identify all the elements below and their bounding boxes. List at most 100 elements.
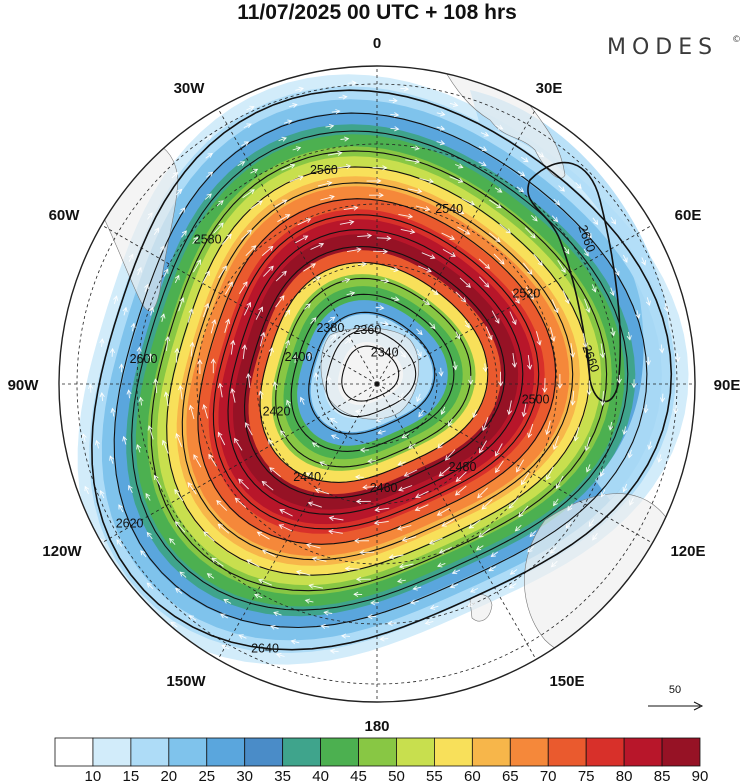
wind-vector xyxy=(438,546,453,554)
wind-vector xyxy=(455,331,461,340)
wind-vector xyxy=(218,265,227,279)
wind-vector xyxy=(449,176,464,183)
wind-vector xyxy=(536,151,545,158)
wind-vector xyxy=(284,309,291,317)
wind-vector xyxy=(238,634,247,639)
wind-vector xyxy=(144,283,149,293)
wind-vector xyxy=(522,262,533,275)
wind-vector xyxy=(210,358,216,374)
wind-vector xyxy=(553,198,561,206)
wind-vector xyxy=(397,461,406,466)
colorbar-tick-70: 70 xyxy=(540,768,557,782)
wind-vector xyxy=(550,560,558,568)
contour-label-2540: 2540 xyxy=(435,202,463,216)
wind-vector xyxy=(558,185,565,192)
wind-vector xyxy=(171,171,179,179)
wind-vector xyxy=(285,339,290,349)
wind-vector xyxy=(449,583,459,589)
wind-vector xyxy=(373,520,389,526)
wind-vector xyxy=(137,266,142,276)
wind-vector xyxy=(219,613,229,619)
wind-vector xyxy=(138,396,144,406)
wind-vector xyxy=(281,163,296,171)
wind-vector xyxy=(429,604,439,610)
parallel-240 xyxy=(136,143,618,625)
wind-vector xyxy=(478,528,491,538)
contour-label-2520: 2520 xyxy=(512,287,540,301)
wind-vector xyxy=(418,265,432,273)
wind-vector xyxy=(584,298,591,313)
wind-vector xyxy=(659,344,665,354)
wind-vector xyxy=(357,233,373,239)
wind-vector xyxy=(478,161,487,167)
wind-vector xyxy=(238,478,250,490)
wind-vector xyxy=(493,253,505,265)
wind-vector xyxy=(400,86,410,92)
wind-vector xyxy=(431,289,439,295)
wind-vector xyxy=(495,124,504,130)
wind-vector xyxy=(588,519,595,527)
wind-vector xyxy=(259,331,266,347)
wind-vector xyxy=(599,343,606,359)
wind-vector xyxy=(118,363,124,373)
wind-vector xyxy=(109,347,116,357)
wind-vector xyxy=(277,214,291,223)
wind-vector xyxy=(280,430,286,438)
wind-vector xyxy=(340,633,350,639)
colorbar-tick-15: 15 xyxy=(123,768,140,782)
wind-vector xyxy=(329,417,338,424)
wind-vector xyxy=(175,432,183,447)
lon-label-90w: 90W xyxy=(8,377,40,394)
wind-vector xyxy=(354,538,369,544)
wind-vector xyxy=(163,391,169,407)
wind-vector xyxy=(217,382,224,398)
wind-vector xyxy=(488,566,497,572)
wind-vector xyxy=(390,126,400,132)
wind-vector xyxy=(570,390,576,406)
colorbar-swatch-15 xyxy=(623,737,663,767)
wind-vector xyxy=(622,483,628,493)
wind-vector xyxy=(468,375,474,385)
wind-vector xyxy=(610,327,616,337)
contour-2580 xyxy=(150,150,608,592)
wind-vector xyxy=(359,549,375,556)
wind-vector xyxy=(600,489,606,498)
colorbar-tick-35: 35 xyxy=(274,768,291,782)
wind-vector xyxy=(292,146,302,152)
contour-2440 xyxy=(259,261,489,483)
wind-vector xyxy=(204,193,212,200)
wind-vector xyxy=(542,378,548,393)
wind-vector xyxy=(527,546,535,553)
wind-vector xyxy=(377,429,386,435)
wind-vector xyxy=(179,207,186,215)
wind-vector xyxy=(320,194,335,201)
wind-vector xyxy=(408,443,416,449)
colorbar-tick-85: 85 xyxy=(654,768,671,782)
wind-vector xyxy=(323,610,333,616)
wind-vector xyxy=(527,355,533,370)
colorbar-tick-75: 75 xyxy=(578,768,595,782)
wind-vector xyxy=(217,431,226,446)
wind-vector xyxy=(527,423,534,439)
wind-vector xyxy=(533,253,543,267)
wind-vector xyxy=(295,235,309,244)
wind-vector xyxy=(529,530,537,538)
wind-vector xyxy=(455,163,464,169)
wind-vector xyxy=(306,542,321,549)
wind-vector xyxy=(136,444,142,453)
colorbar-tick-60: 60 xyxy=(464,768,481,782)
wind-vector xyxy=(557,374,563,389)
wind-vector xyxy=(673,404,679,414)
wind-vector xyxy=(645,356,651,366)
wind-vector xyxy=(600,391,606,407)
wind-vector xyxy=(109,455,115,464)
wind-vector xyxy=(221,644,230,650)
wind-vector xyxy=(84,485,90,495)
wind-vector xyxy=(319,461,328,467)
wind-vector xyxy=(524,227,536,239)
wind-vector xyxy=(641,257,646,266)
wind-vector xyxy=(359,447,369,453)
contour-label-2560: 2560 xyxy=(310,163,338,177)
wind-vector xyxy=(346,291,356,297)
